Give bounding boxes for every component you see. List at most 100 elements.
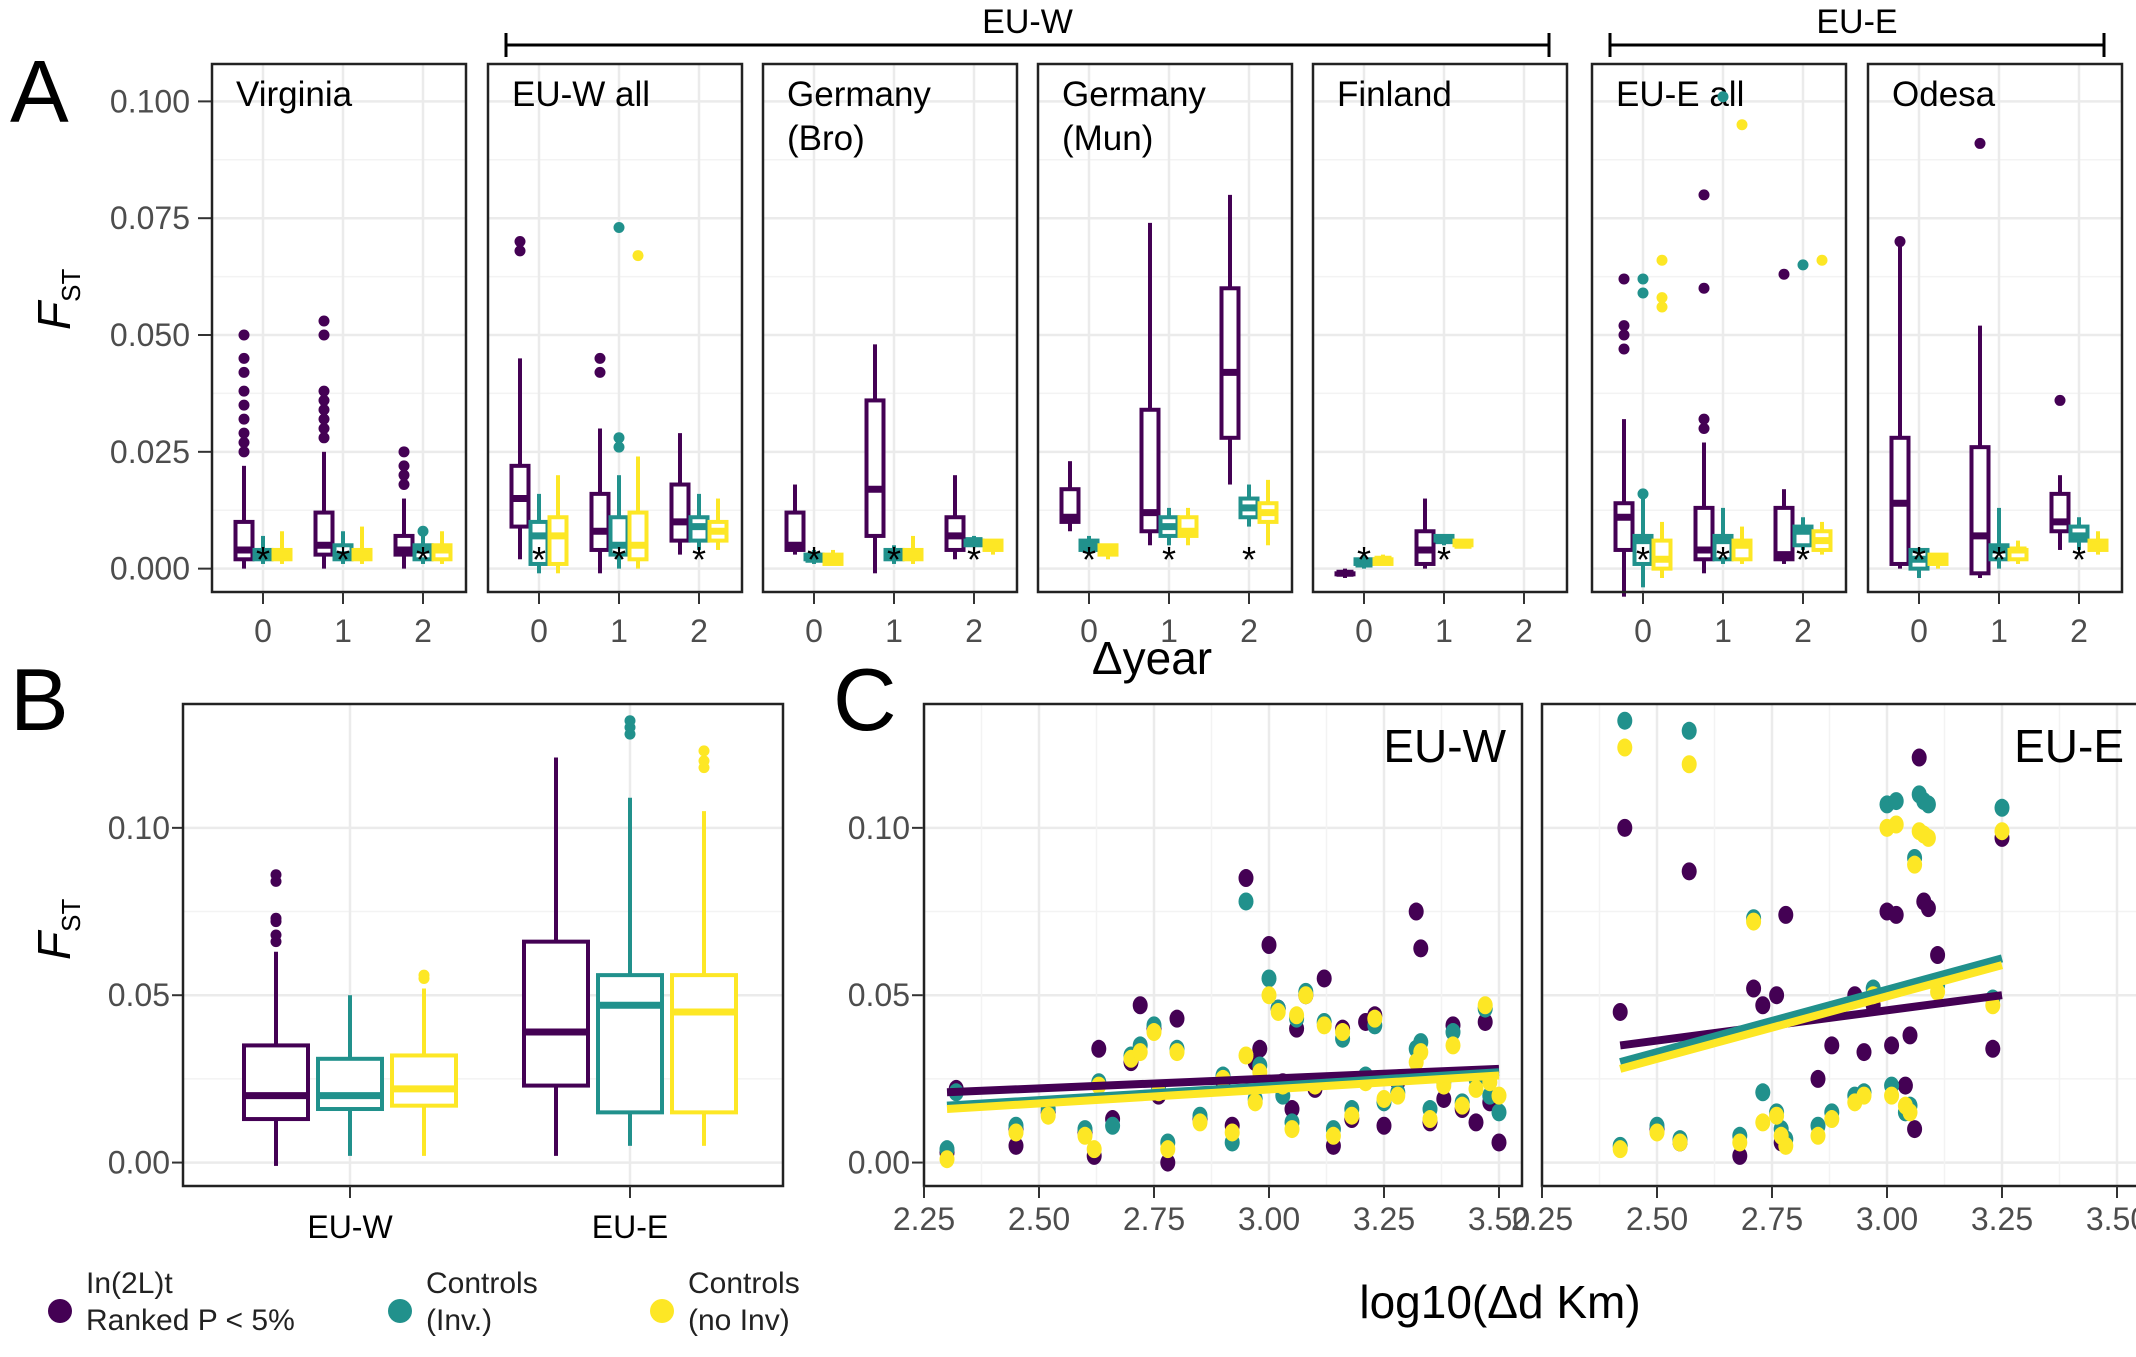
outlier-point-controls-inv (1797, 259, 1809, 271)
scatter-point-inversion (1238, 869, 1254, 888)
significance-star: * (1636, 539, 1650, 580)
panel-c-letter: C (833, 650, 897, 749)
scatter-point-controls-noinv (1732, 1133, 1748, 1152)
scatter-point-controls-noinv (1008, 1123, 1024, 1142)
outlier-point-inversion (238, 399, 250, 411)
outlier-point-inversion (270, 869, 282, 881)
outlier-point-inversion (594, 366, 606, 378)
outlier-point-controls-inv (613, 441, 625, 453)
outlier-point-controls-inv (613, 432, 625, 444)
scatter-point-controls-noinv (1769, 1106, 1785, 1125)
legend-swatch-inversion (48, 1299, 72, 1323)
outlier-point-inversion (238, 352, 250, 364)
outlier-point-inversion (318, 385, 330, 397)
scatter-point-controls-noinv (1884, 1086, 1900, 1105)
scatter-point-inversion (1902, 1026, 1918, 1045)
panel-b: B 0.00 0.05 0.10 EU-W EU-E FST (10, 650, 785, 1245)
outlier-point-controls-noinv (632, 250, 644, 262)
outlier-point-inversion (1618, 320, 1630, 332)
box-controls-noinv (1651, 538, 1673, 571)
x-tick-label: 2 (1240, 613, 1258, 649)
scatter-point-inversion (1810, 1069, 1826, 1088)
scatter-point-inversion (1778, 905, 1794, 924)
panel-a-x-axis-title: Δyear (1092, 632, 1212, 684)
panel-a-y-tick-label: 0.025 (110, 434, 190, 470)
scatter-point-controls-noinv (1920, 828, 1936, 847)
panel-b-y-tick-label: 0.05 (108, 977, 170, 1013)
legend-item-inversion: In(2L)t Ranked P < 5% (48, 1265, 295, 1339)
x-tick-label: 1 (1714, 613, 1732, 649)
significance-star: * (336, 539, 350, 580)
scatter-point-controls-inv (1920, 795, 1936, 814)
box-inversion (864, 398, 886, 538)
scatter-point-controls-inv (1445, 1023, 1461, 1042)
outlier-point-inversion (270, 912, 282, 924)
box-inversion (242, 1043, 310, 1122)
scatter-point-inversion (1612, 1002, 1628, 1021)
x-tick-label: 2.50 (1008, 1201, 1070, 1237)
scatter-point-inversion (1376, 1116, 1392, 1135)
scatter-point-controls-noinv (1325, 1126, 1341, 1145)
legend-swatch-controls-inv (388, 1299, 412, 1323)
regression-line-controls-inv (1619, 954, 2004, 1067)
scatter-point-controls-inv (1681, 721, 1697, 740)
scatter-point-inversion (1824, 1036, 1840, 1055)
x-tick-label: 0 (1080, 613, 1098, 649)
scatter-point-controls-noinv (1376, 1089, 1392, 1108)
scatter-point-controls-noinv (1367, 1009, 1383, 1028)
facet-border (1590, 62, 1848, 594)
regression-line-controls-noinv (946, 1071, 1500, 1114)
outlier-point-inversion (514, 236, 526, 248)
significance-star: * (2072, 539, 2086, 580)
scatter-point-controls-noinv (1132, 1043, 1148, 1062)
panel-a-y-tick-label: 0.100 (110, 83, 190, 119)
outlier-point-inversion (1618, 329, 1630, 341)
outlier-point-inversion (238, 436, 250, 448)
box-inversion (233, 519, 255, 562)
scatter-point-inversion (1856, 1043, 1872, 1062)
scatter-point-inversion (1008, 1136, 1024, 1155)
bracket-label: EU-W (982, 3, 1073, 41)
outlier-point-inversion (1698, 422, 1710, 434)
outlier-point-inversion (1618, 273, 1630, 285)
facet-title: EU-W (1383, 720, 1506, 772)
panel-b-border (181, 702, 785, 1188)
x-tick-label: 2 (1515, 613, 1533, 649)
scatter-point-controls-noinv (1192, 1113, 1208, 1132)
scatter-point-controls-noinv (1672, 1133, 1688, 1152)
box-inversion (522, 939, 590, 1088)
x-tick-label: 1 (1160, 613, 1178, 649)
facet-title: Odesa (1892, 75, 1996, 114)
x-tick-label: 3.50 (1468, 1201, 1530, 1237)
facet-border (486, 62, 744, 594)
x-tick-label: 1 (334, 613, 352, 649)
outlier-point-inversion (318, 329, 330, 341)
x-tick-label: 2.75 (1123, 1201, 1185, 1237)
box-inversion (1969, 445, 1991, 576)
scatter-point-inversion (1091, 1039, 1107, 1058)
scatter-point-inversion (1617, 818, 1633, 837)
panel-c: C 0.00 0.05 0.10 EU-W 2.25 2.50 2.75 3.00 3.25 3.… (833, 650, 2136, 1328)
scatter-point-controls-noinv (1040, 1106, 1056, 1125)
significance-star: * (1242, 539, 1256, 580)
box-inversion (1059, 487, 1081, 524)
facet-title: Finland (1337, 75, 1452, 114)
scatter-point-controls-noinv (1224, 1123, 1240, 1142)
facet-background (1313, 64, 1567, 592)
panel-a-y-tick-label: 0.000 (110, 551, 190, 587)
legend-item-controls-inv: Controls (Inv.) (388, 1265, 538, 1339)
scatter-point-controls-noinv (1422, 1110, 1438, 1129)
scatter-point-controls-noinv (1335, 1023, 1351, 1042)
box-inversion (1219, 286, 1241, 440)
scatter-point-inversion (1769, 986, 1785, 1005)
scatter-point-inversion (1920, 899, 1936, 918)
scatter-point-inversion (1911, 748, 1927, 767)
outlier-point-inversion (318, 394, 330, 406)
x-tick-label: 0 (254, 613, 272, 649)
scatter-point-controls-inv (1994, 798, 2010, 817)
scatter-point-controls-noinv (1612, 1140, 1628, 1159)
scatter-point-inversion (1897, 1076, 1913, 1095)
scatter-point-inversion (1732, 1146, 1748, 1165)
panel-a-y-tick-label: 0.050 (110, 317, 190, 353)
outlier-point-inversion (238, 329, 250, 341)
